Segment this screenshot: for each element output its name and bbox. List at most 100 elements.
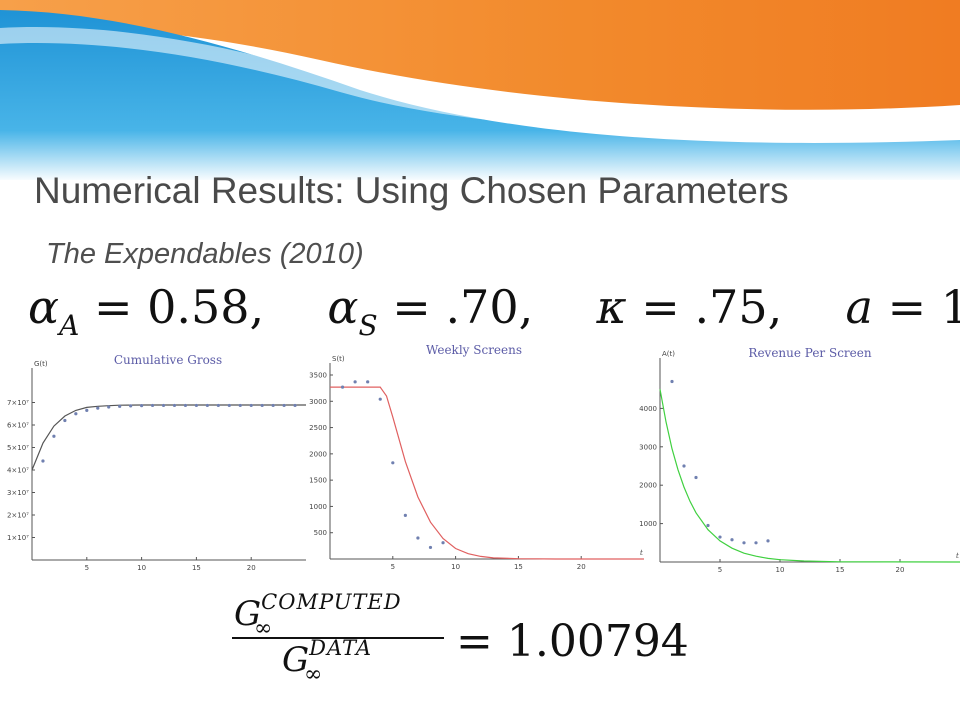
banner-highlight [0,27,960,131]
a-value: = 1/40, 000 [887,280,960,334]
revenue-y-axis-label: A(t) [662,350,675,358]
alpha-symbol: α [28,280,60,334]
revenue-x-tick-label: 20 [896,566,905,574]
slide-subtitle: The Expendables (2010) [46,238,364,270]
revenue-data-point [718,535,722,539]
gross-data-point [172,403,177,408]
screens-y-tick-label: 500 [314,529,327,537]
chart-cumulative-gross-svg: Cumulative Gross G(t) 5 10 15 20 1×10⁷ 2×10⁷ 3×1… [7,353,306,572]
gross-data-point [293,403,297,408]
ratio-numerator: GCOMPUTED [234,590,402,634]
chart-weekly-screens: Weekly Screens S(t) t 5 10 15 20 500 1000 1500 200… [296,340,648,575]
slide-title: Numerical Results: Using Chosen Paramete… [34,170,789,211]
gross-x-tick-label: 5 [85,564,89,572]
revenue-x-tick-label: 15 [836,566,845,574]
gross-data-point [52,434,56,438]
gross-data-point [85,408,89,412]
revenue-x-tick-label: 10 [776,566,785,574]
revenue-model-curve [659,389,960,563]
ratio-denominator: GDATA [282,636,373,680]
gross-y-tick-label: 7×10⁷ [7,399,29,407]
chart-weekly-screens-svg: Weekly Screens S(t) t 5 10 15 20 500 1000 1500 200… [309,343,644,571]
screens-y-tick-label: 3500 [309,372,327,380]
gross-data-point [107,405,111,409]
ratio-value: = 1.00794 [456,616,689,667]
alpha-a-value: = 0.58, [93,280,265,334]
gross-data-point [271,403,275,408]
screens-data-point [378,397,382,401]
revenue-y-tick-label: 3000 [639,443,657,451]
gross-y-tick-label: 3×10⁷ [7,489,29,497]
screens-x-tick-label: 20 [577,563,586,571]
screens-data-point [391,461,395,465]
screens-data-point [340,385,345,389]
revenue-y-tick-label: 4000 [639,405,657,413]
kappa-symbol: κ [596,280,627,334]
screens-x-axis-label: t [640,549,643,557]
gross-data-point [129,404,133,408]
gross-data-point [183,403,188,408]
revenue-data-point [766,539,770,543]
chart-revenue-per-screen: Revenue Per Screen A(t) t 5 10 15 20 1000 2000 30… [630,340,960,575]
revenue-data-point [670,379,674,384]
screens-y-tick-label: 1500 [309,477,327,485]
gross-x-tick-label: 15 [192,564,201,572]
gross-data-point [227,403,231,408]
gross-y-axis-label: G(t) [34,360,48,368]
gross-y-tick-label: 5×10⁷ [7,444,29,452]
gross-data-point [282,403,286,408]
gross-x-tick-label: 20 [247,564,256,572]
revenue-data-point [706,523,710,528]
alpha-a-subscript: A [59,309,80,342]
alpha-s-value: = .70, [392,280,534,334]
gross-y-tick-label: 1×10⁷ [7,534,29,542]
chart-revenue-per-screen-svg: Revenue Per Screen A(t) t 5 10 15 20 1000 2000 30… [639,346,960,574]
revenue-data-point [742,541,746,545]
gross-data-point [96,406,100,410]
gross-data-point [216,403,220,408]
revenue-chart-title: Revenue Per Screen [748,346,871,360]
gross-model-curve [31,404,306,471]
ratio-denominator-sub: ∞ [304,662,323,687]
screens-data-point [441,541,445,545]
parameter-equation: αA = 0.58, αS = .70, κ = .75, a = 1/40, … [28,280,960,342]
screens-model-curve [330,386,644,560]
screens-y-axis-label: S(t) [332,355,345,363]
fraction-bar [232,637,444,639]
kappa-value: = .75, [641,280,783,334]
screens-x-tick-label: 15 [514,563,523,571]
gross-data-point [74,412,78,416]
screens-x-tick-label: 10 [451,563,460,571]
gross-y-tick-label: 4×10⁷ [7,467,29,475]
revenue-y-tick-label: 2000 [639,482,657,490]
gross-data-point [205,403,209,408]
screens-data-point [366,380,370,384]
gross-data-point [140,404,144,408]
screens-data-point [403,513,407,517]
revenue-data-point [682,464,686,468]
alpha-symbol-2: α [327,280,359,334]
gross-data-point [41,459,45,463]
screens-data-point [416,536,420,540]
chart-cumulative-gross: Cumulative Gross G(t) 5 10 15 20 1×10⁷ 2×10⁷ 3×1… [0,340,310,575]
gross-data-point [63,418,67,423]
screens-y-tick-label: 1000 [309,503,327,511]
gross-data-point [249,403,253,408]
gross-y-tick-label: 6×10⁷ [7,422,29,430]
gross-y-tick-label: 2×10⁷ [7,512,29,520]
screens-y-tick-label: 2500 [309,424,327,432]
alpha-s-subscript: S [358,309,378,342]
gross-data-point [238,403,242,408]
revenue-data-point [754,541,758,545]
screens-data-point [353,380,357,384]
a-symbol: a [845,280,873,334]
screens-y-tick-label: 2000 [309,450,327,458]
screens-chart-title: Weekly Screens [426,343,522,357]
banner-orange-band [0,0,960,110]
ratio-numerator-sub: ∞ [254,616,273,641]
screens-data-point [428,545,433,550]
header-banner [0,0,960,180]
revenue-x-axis-label: t [956,552,959,560]
gross-data-point [194,403,198,408]
